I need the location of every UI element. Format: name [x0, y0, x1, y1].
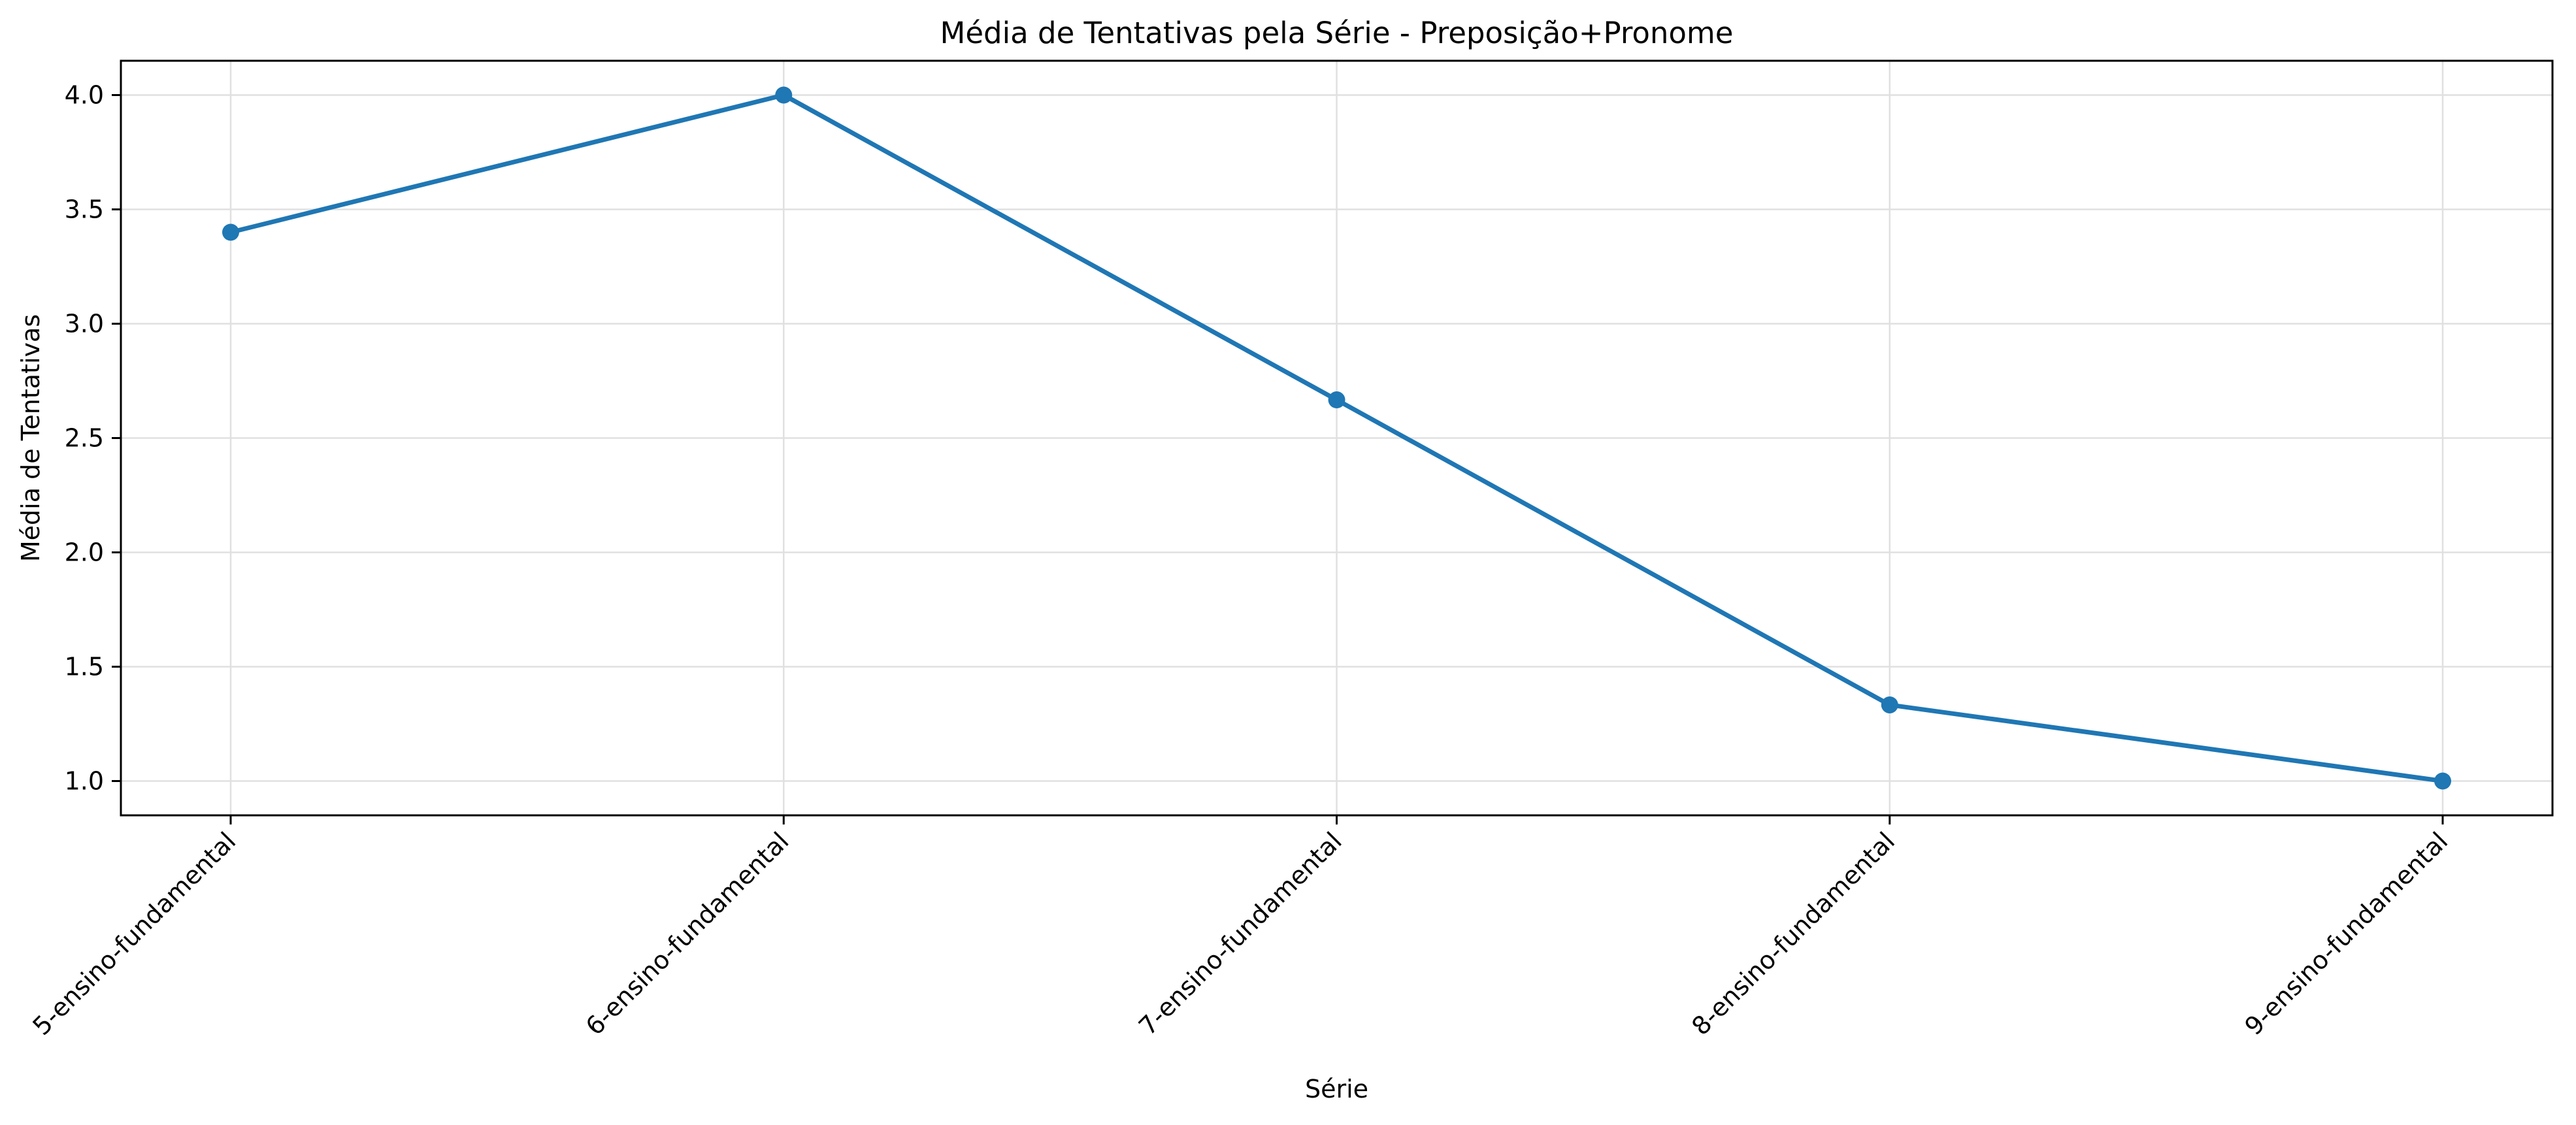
y-tick-label: 2.0: [65, 538, 104, 567]
x-tick-label: 5-ensino-fundamental: [27, 826, 242, 1041]
y-tick-label: 1.5: [65, 653, 104, 681]
x-tick-label: 6-ensino-fundamental: [580, 826, 795, 1041]
series-layer: [222, 86, 2451, 790]
y-axis-label: Média de Tentativas: [16, 314, 45, 562]
data-point: [222, 223, 239, 241]
x-axis-label: Série: [1305, 1075, 1368, 1103]
grid-layer: [121, 61, 2552, 815]
data-point: [775, 86, 793, 104]
ticks-layer: 5-ensino-fundamental 6-ensino-fundamental…: [27, 81, 2454, 1041]
x-tick-label: 9-ensino-fundamental: [2239, 826, 2454, 1041]
x-tick-label: 7-ensino-fundamental: [1133, 826, 1347, 1041]
y-tick-label: 3.0: [65, 310, 104, 338]
data-point: [1881, 696, 1898, 713]
data-point: [2434, 772, 2451, 790]
y-tick-label: 1.0: [65, 767, 104, 796]
y-tick-label: 4.0: [65, 81, 104, 110]
chart-title: Média de Tentativas pela Série - Preposi…: [940, 16, 1734, 50]
y-tick-label: 2.5: [65, 424, 104, 453]
y-tick-label: 3.5: [65, 195, 104, 224]
data-point: [1328, 391, 1346, 409]
x-tick-label: 8-ensino-fundamental: [1686, 826, 1900, 1041]
